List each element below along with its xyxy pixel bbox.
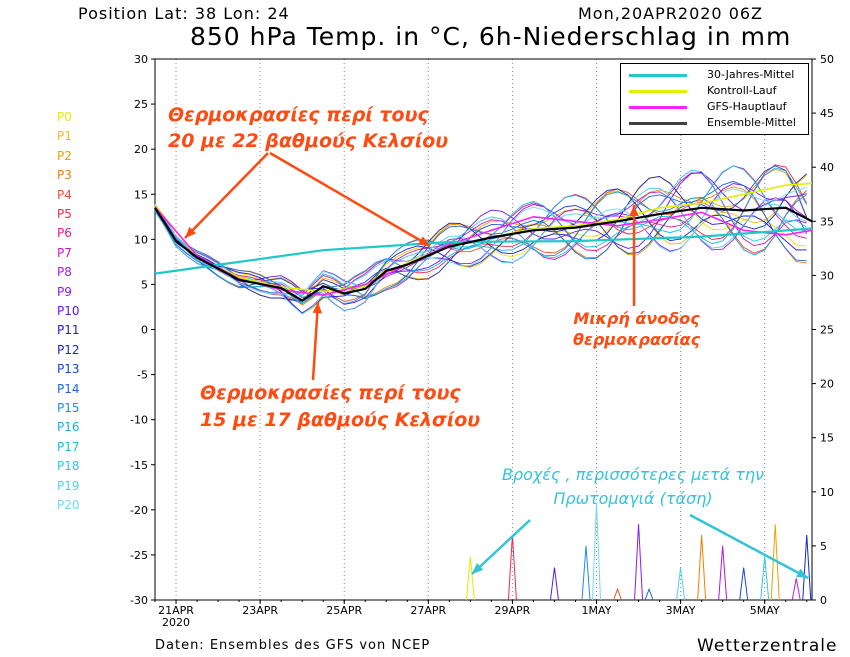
member-label: P19: [57, 479, 80, 493]
arrow-line: [270, 153, 430, 246]
series-line: [155, 229, 812, 274]
main-series: [155, 183, 812, 300]
run-date: Mon,20APR2020 06Z: [578, 4, 763, 23]
arrow-line: [313, 302, 318, 380]
member-label: P17: [57, 440, 80, 454]
y2-tick-label: 5: [820, 540, 827, 553]
arrow-head: [313, 302, 322, 313]
x-tick-label: 27APR: [410, 604, 446, 617]
precip-bar: [635, 524, 643, 600]
member-line: [155, 177, 807, 314]
member-label: P11: [57, 323, 80, 337]
member-label: P10: [57, 304, 80, 318]
y-tick-label: -15: [130, 459, 148, 472]
precip-bar: [698, 535, 706, 600]
annotation-arrows: [185, 153, 808, 578]
annotation-top-left: Θερμοκρασίες περί τους 20 με 22 βαθμούς Κ…: [168, 102, 448, 154]
arrow-line: [690, 515, 808, 578]
brand-name: Wetterzentrale: [697, 636, 837, 656]
y-tick-label: 15: [134, 188, 148, 201]
precip-bar: [719, 546, 727, 600]
x-tick-label: 25APR: [326, 604, 362, 617]
y2-tick-label: 30: [820, 269, 834, 282]
precip-bar: [740, 568, 748, 600]
y2-tick-label: 50: [820, 53, 834, 66]
member-label: P9: [57, 285, 72, 299]
member-line: [155, 176, 807, 314]
precip-bar: [792, 578, 800, 600]
x-sub-label: 2020: [162, 616, 190, 629]
member-line: [155, 192, 807, 313]
y-tick-label: -10: [130, 414, 148, 427]
precip-bar: [550, 568, 558, 600]
x-tick-label: 23APR: [242, 604, 278, 617]
position-label: Position Lat: 38 Lon: 24: [78, 4, 290, 23]
member-label: P6: [57, 226, 72, 240]
precip-bar: [645, 589, 653, 600]
x-tick-label: 1MAY: [582, 604, 612, 617]
y2-tick-label: 15: [820, 432, 834, 445]
member-line: [155, 166, 807, 296]
member-label: P2: [57, 149, 72, 163]
y2-tick-label: 35: [820, 215, 834, 228]
y-tick-label: -25: [130, 549, 148, 562]
member-label: P4: [57, 188, 72, 202]
precip-bar: [466, 557, 474, 600]
member-label: P0: [57, 110, 72, 124]
member-line: [155, 169, 807, 293]
chart-title: 850 hPa Temp. in °C, 6h-Niederschlag in …: [190, 22, 791, 51]
y-tick-label: 0: [141, 324, 148, 337]
precip-bar: [614, 589, 622, 600]
x-tick-label: 29APR: [495, 604, 531, 617]
arrow-line: [185, 153, 268, 238]
member-label: P13: [57, 362, 80, 376]
y-tick-label: 25: [134, 98, 148, 111]
member-line: [155, 166, 807, 292]
member-label: P7: [57, 246, 72, 260]
member-label: P16: [57, 420, 80, 434]
precip-bar: [582, 546, 590, 600]
arrow-line: [472, 520, 530, 574]
member-label: P5: [57, 207, 72, 221]
member-label: P3: [57, 168, 72, 182]
y-tick-label: 5: [141, 278, 148, 291]
member-label: P14: [57, 382, 80, 396]
y2-tick-label: 45: [820, 107, 834, 120]
y2-tick-label: 10: [820, 486, 834, 499]
y2-tick-label: 20: [820, 378, 834, 391]
y2-tick-label: 0: [820, 594, 827, 607]
y-tick-label: 10: [134, 233, 148, 246]
member-label: P1: [57, 129, 72, 143]
data-credit: Daten: Ensembles des GFS von NCEP: [155, 638, 430, 653]
y2-tick-label: 25: [820, 324, 834, 337]
member-label: P20: [57, 498, 80, 512]
y-tick-label: -30: [130, 594, 148, 607]
x-tick-label: 3MAY: [666, 604, 696, 617]
member-label: P8: [57, 265, 72, 279]
y-tick-label: 30: [134, 53, 148, 66]
y-tick-label: 20: [134, 143, 148, 156]
y-tick-label: -20: [130, 504, 148, 517]
member-label: P15: [57, 401, 80, 415]
annotation-right: Μικρή άνοδος θερμοκρασίας: [573, 308, 700, 350]
y2-tick-label: 40: [820, 161, 834, 174]
y-tick-label: -5: [137, 369, 148, 382]
annotation-bottom-left: Θερμοκρασίες περί τους 15 με 17 βαθμούς Κ…: [200, 380, 480, 434]
member-label: P12: [57, 343, 80, 357]
member-label: P18: [57, 459, 80, 473]
x-tick-label: 5MAY: [750, 604, 780, 617]
annotation-rain: Βροχές , περισσότερες μετά την Πρωτομαγιά…: [502, 463, 764, 511]
precip-bar: [803, 535, 811, 600]
legend: 30-Jahres-Mittel Kontroll-Lauf GFS-Haupt…: [620, 63, 809, 135]
